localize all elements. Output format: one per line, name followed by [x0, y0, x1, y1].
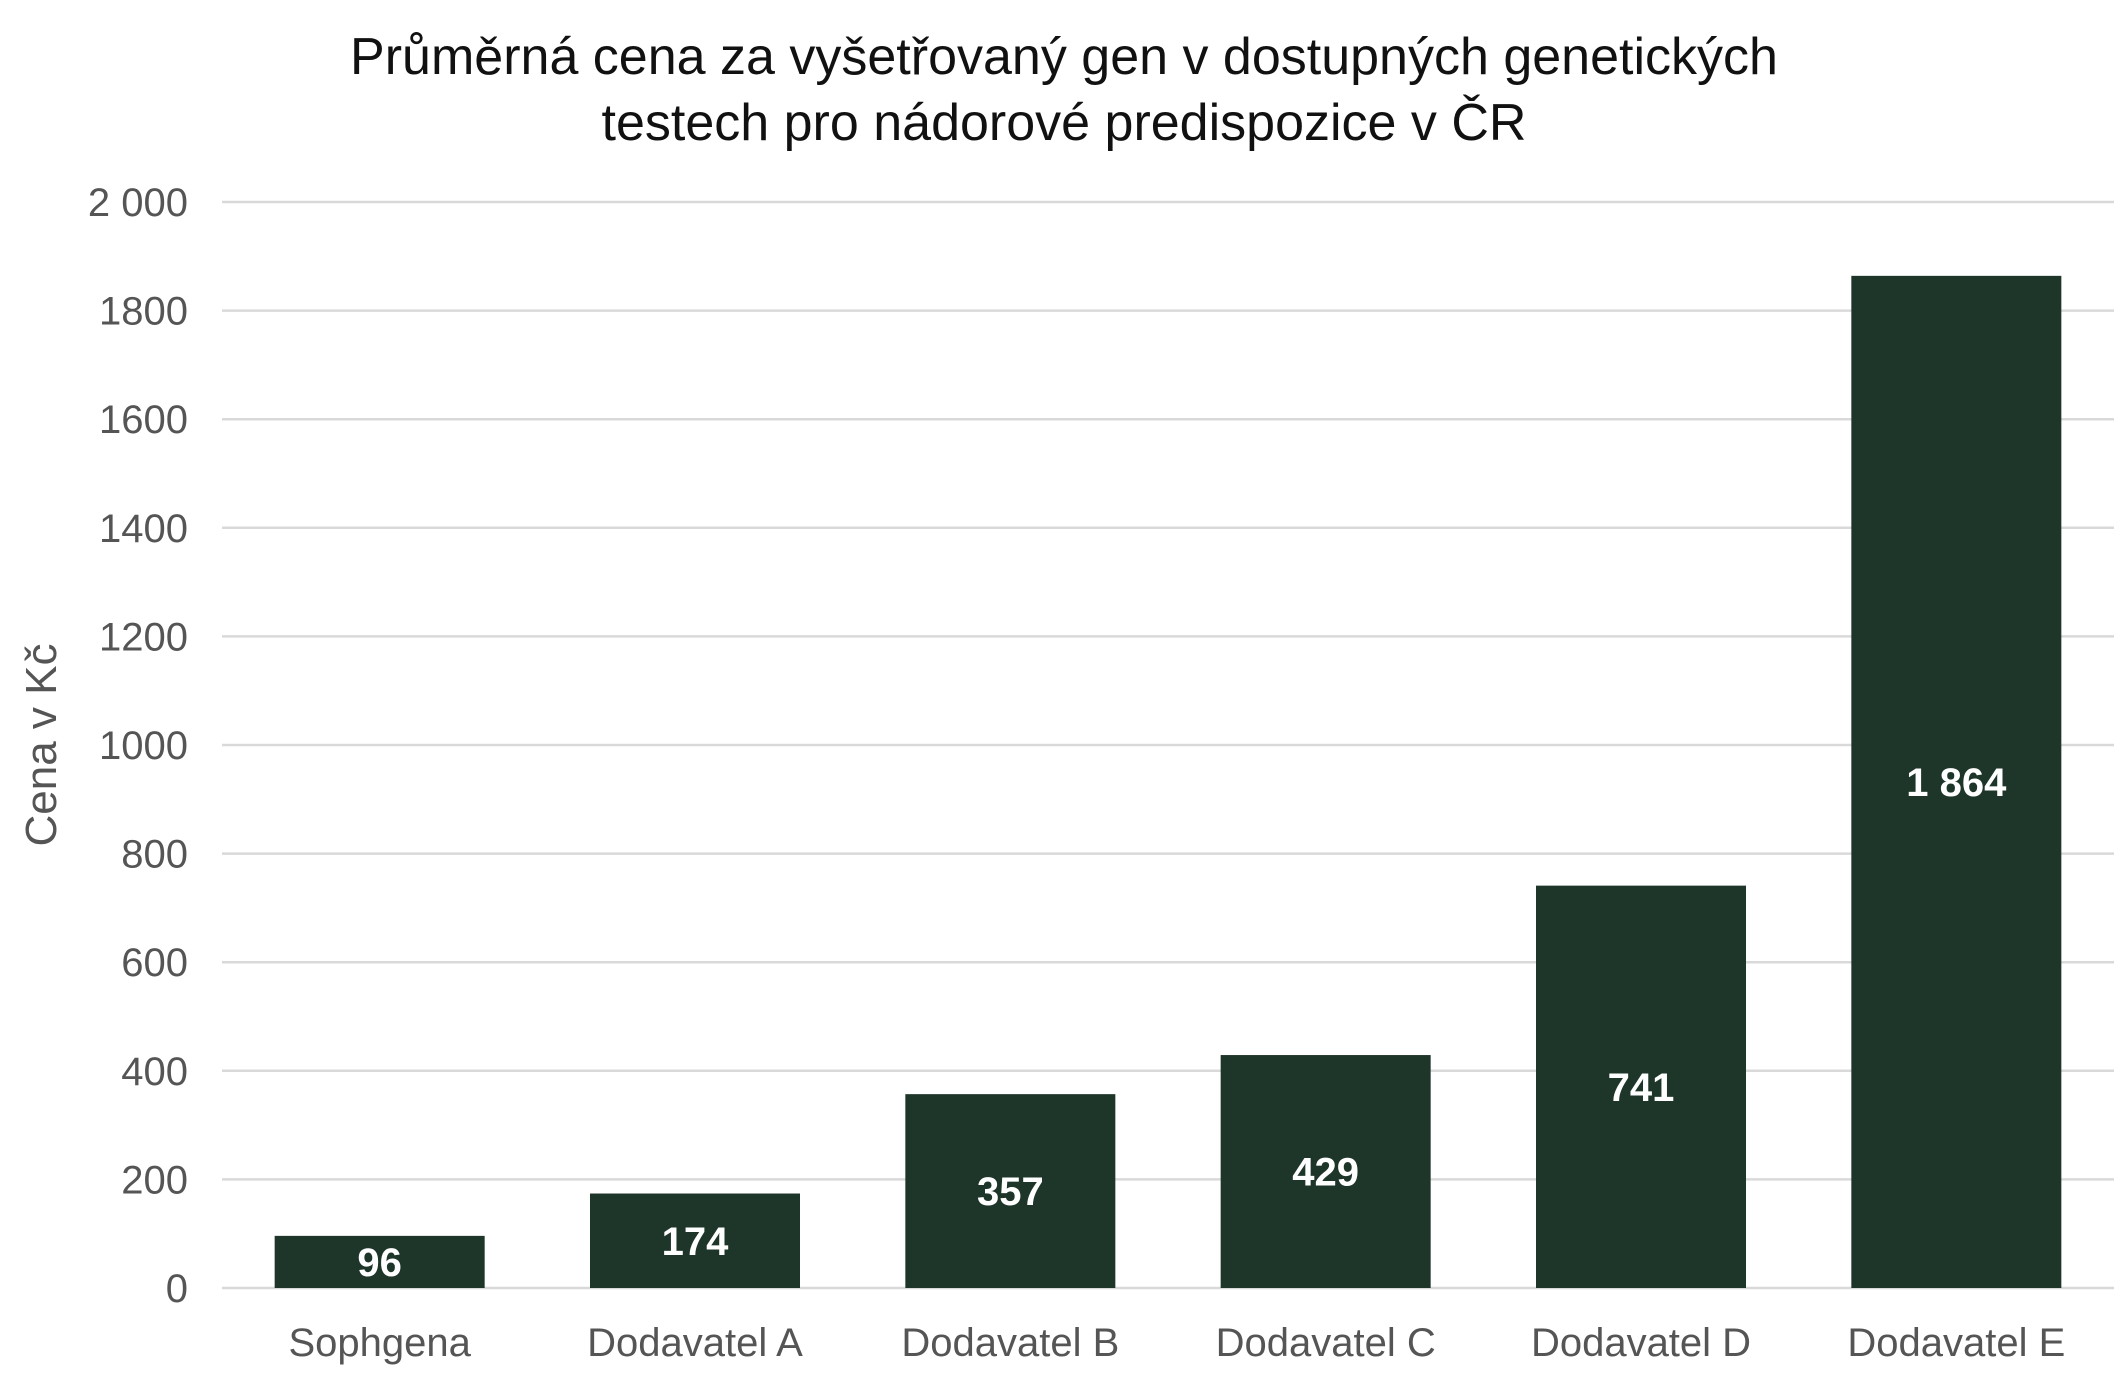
- bar: [590, 1193, 800, 1288]
- bar: [1536, 885, 1746, 1288]
- y-tick-label: 1800: [99, 290, 188, 334]
- y-tick-label: 0: [166, 1267, 188, 1311]
- bar: [1851, 275, 2062, 1288]
- y-axis-label: Cena v Kč: [17, 644, 66, 847]
- data-label: 429: [1292, 1151, 1359, 1195]
- x-tick-label: Dodavatel B: [901, 1321, 1119, 1365]
- y-tick-label: 200: [121, 1158, 188, 1202]
- chart-title-line-2: testech pro nádorové predispozice v ČR: [602, 94, 1527, 152]
- data-label: 96: [357, 1241, 402, 1285]
- chart-title-line-1: Průměrná cena za vyšetřovaný gen v dostu…: [350, 28, 1778, 86]
- x-tick-label: Dodavatel A: [587, 1321, 803, 1365]
- y-tick-label: 1000: [99, 724, 188, 768]
- x-tick-label: Dodavatel D: [1531, 1321, 1751, 1365]
- data-label: 1 864: [1906, 761, 2007, 805]
- data-label: 357: [977, 1170, 1044, 1214]
- y-tick-label: 1600: [99, 398, 188, 442]
- y-tick-label: 600: [121, 941, 188, 985]
- bar: [905, 1094, 1116, 1288]
- y-tick-label: 1400: [99, 507, 188, 551]
- y-tick-label: 400: [121, 1050, 188, 1094]
- y-tick-label: 2 000: [88, 181, 188, 225]
- x-tick-label: Dodavatel E: [1847, 1321, 2065, 1365]
- x-tick-label: Sophgena: [288, 1321, 471, 1365]
- x-tick-label: Dodavatel C: [1216, 1321, 1436, 1365]
- data-label: 174: [662, 1220, 729, 1264]
- gridlines: [222, 200, 2114, 1290]
- chart-title: Průměrná cena za vyšetřovaný gen v dostu…: [350, 28, 1778, 152]
- x-axis-ticks: Sophgena Dodavatel A Dodavatel B Dodavatel …: [288, 1321, 2065, 1365]
- bar: [1220, 1055, 1431, 1288]
- y-axis-ticks: 0 200 400 600 800 1000 1200 1400 1600 1800 2 000: [88, 181, 188, 1311]
- data-label: 741: [1608, 1066, 1675, 1110]
- bar: [274, 1235, 485, 1288]
- y-tick-label: 800: [121, 833, 188, 877]
- y-tick-label: 1200: [99, 615, 188, 659]
- bars: 96 174 357 429 741 1 864: [274, 275, 2062, 1288]
